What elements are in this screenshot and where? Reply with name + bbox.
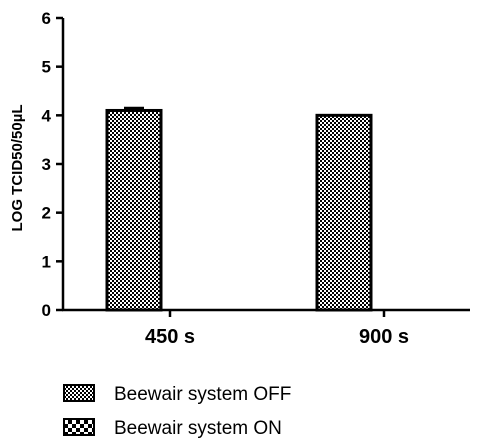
legend-item: Beewair system ON	[63, 418, 282, 439]
legend-label: Beewair system OFF	[114, 384, 291, 405]
y-tick-label: 4	[42, 106, 52, 125]
category-labels: 450 s 900 s	[145, 326, 409, 348]
legend-swatch	[63, 384, 95, 402]
y-tick-label: 3	[42, 155, 51, 174]
bar	[315, 113, 373, 312]
x-category-label: 450 s	[145, 326, 195, 348]
legend-item: Beewair system OFF	[63, 384, 291, 405]
y-tick-label: 1	[42, 252, 51, 271]
bars-group	[105, 106, 373, 312]
y-tick-label: 2	[42, 204, 51, 223]
bar	[105, 108, 163, 312]
legend-label: Beewair system ON	[114, 418, 282, 439]
y-tick-label: 5	[42, 58, 51, 77]
legend: Beewair system OFF Beewair system ON	[63, 384, 291, 439]
y-axis-title: LOG TCID50/50µL	[9, 104, 26, 231]
y-axis: 0 1 2 3 4 5 6	[42, 9, 65, 320]
legend-swatch	[63, 418, 95, 436]
y-tick-label: 6	[42, 9, 51, 28]
x-category-label: 900 s	[359, 326, 409, 348]
y-tick-label: 0	[42, 301, 51, 320]
